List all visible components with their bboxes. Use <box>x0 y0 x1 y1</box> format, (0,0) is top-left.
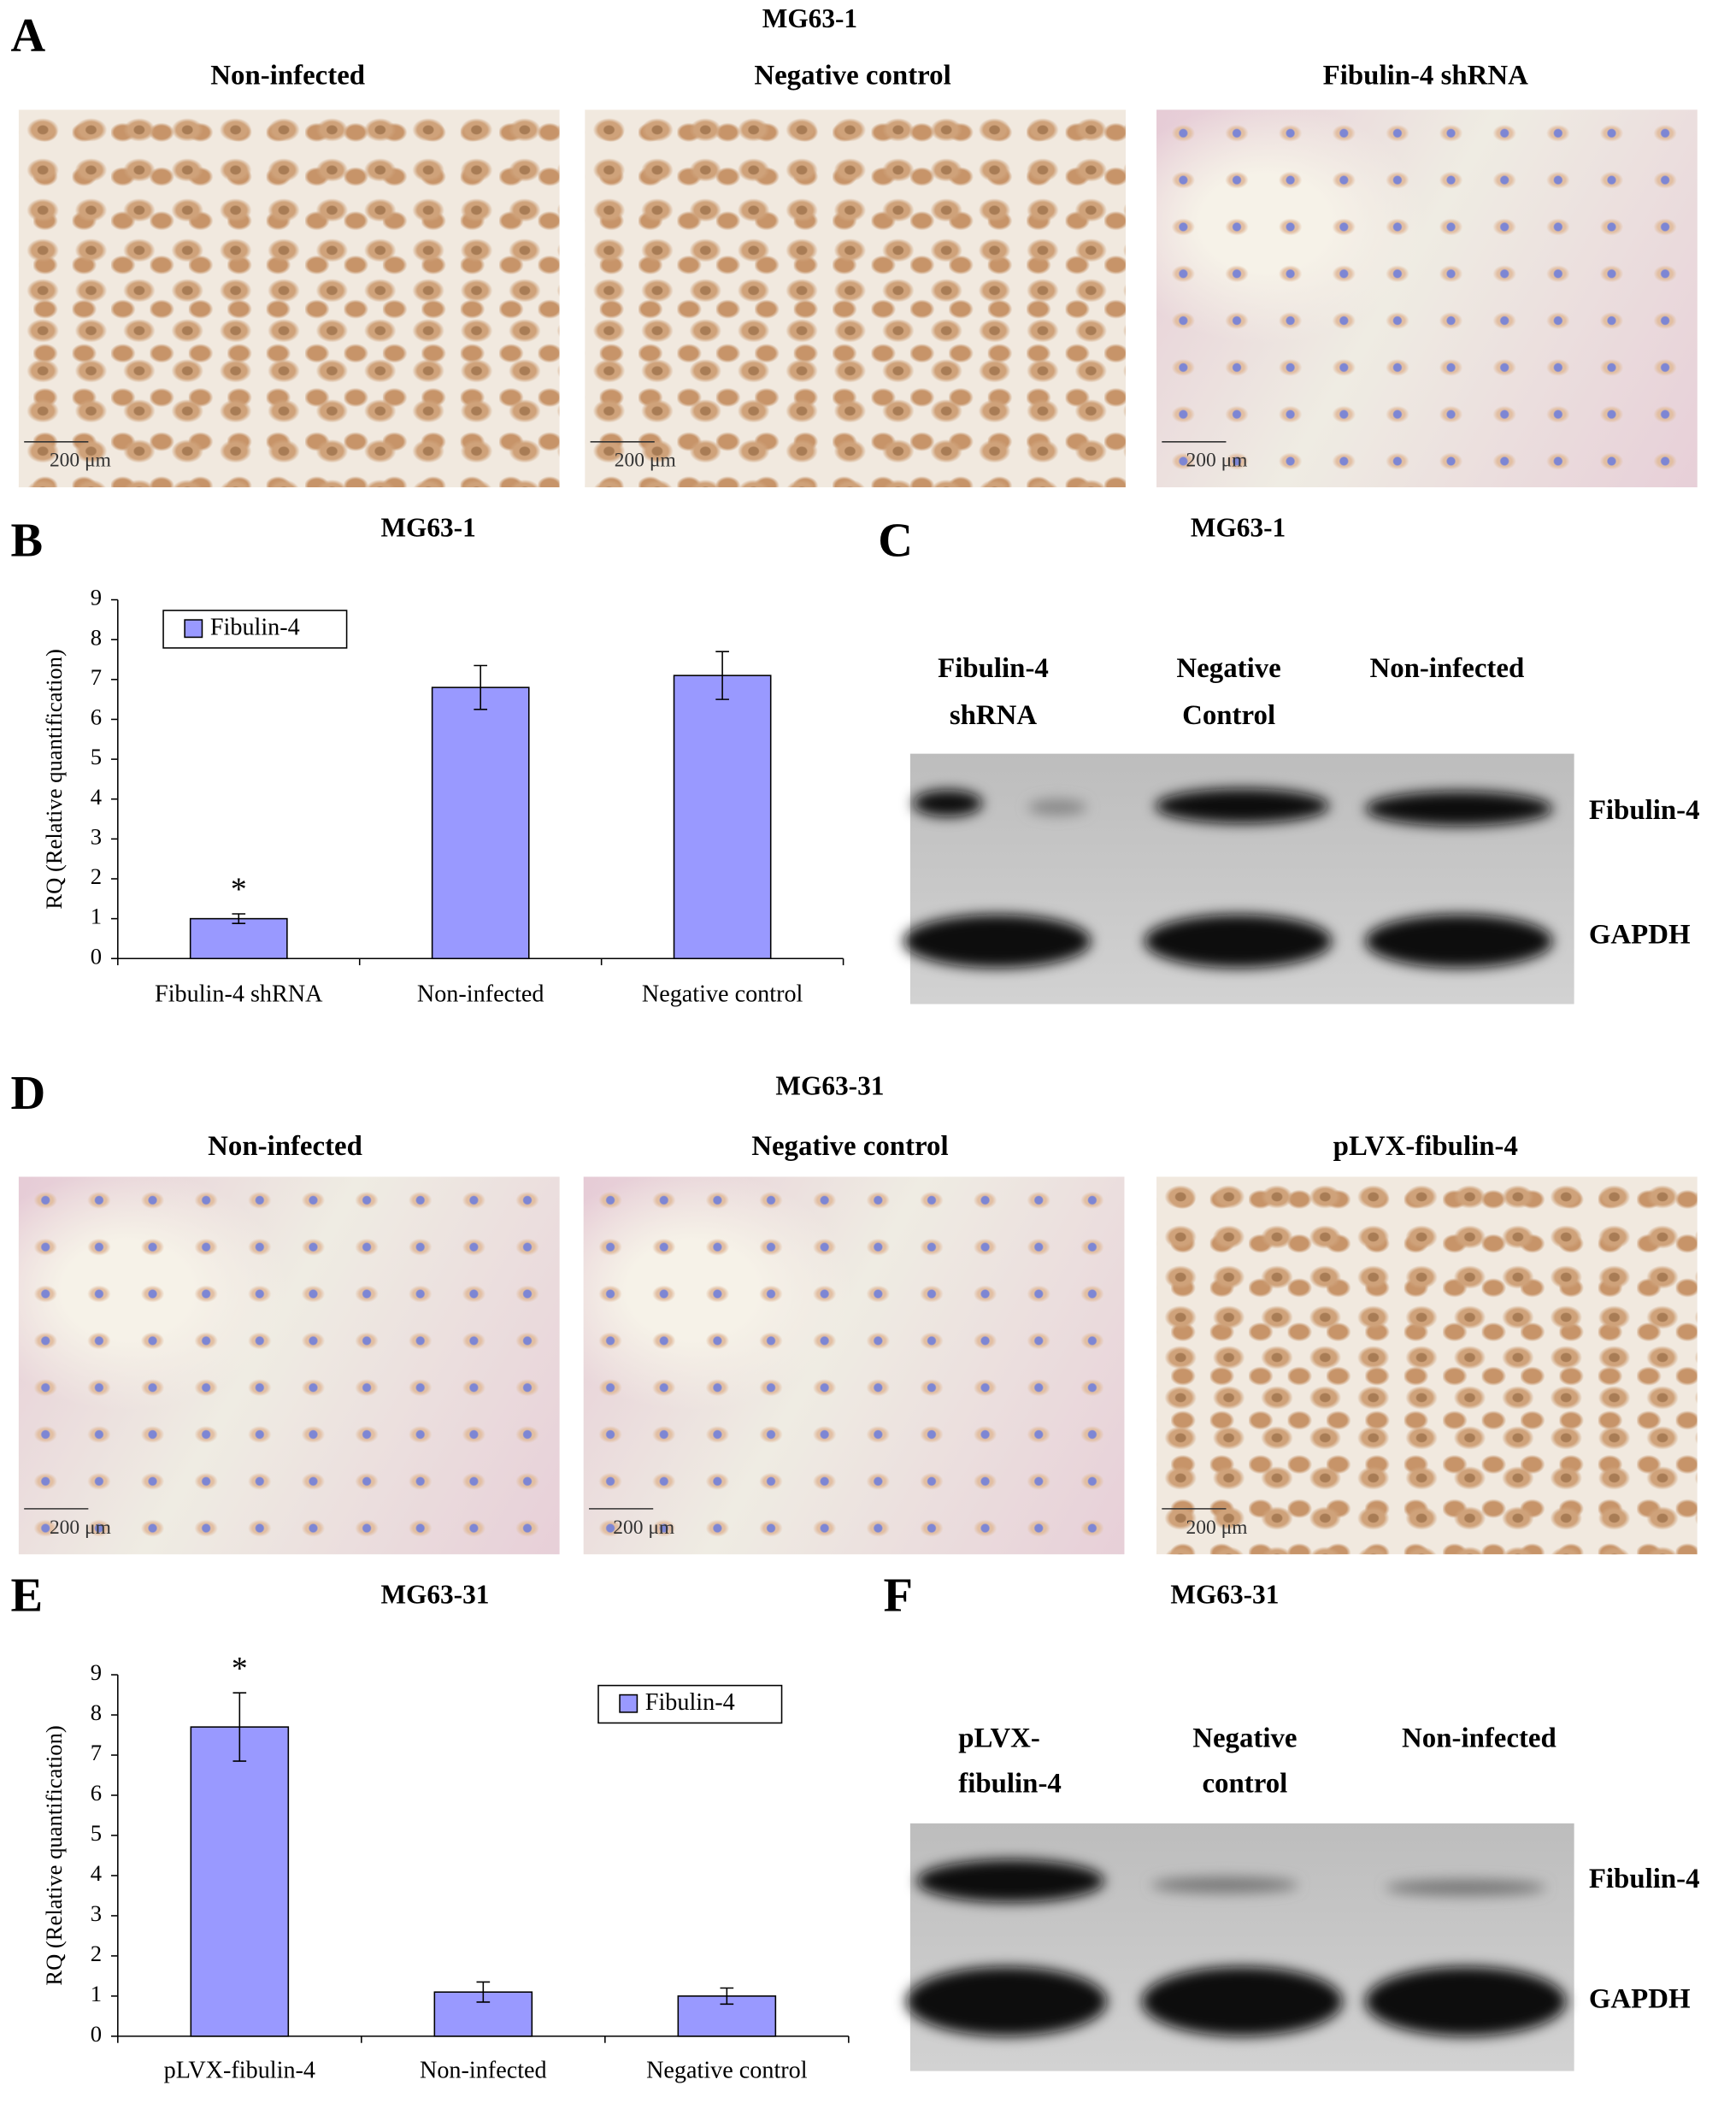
y-tick-label: 0 <box>91 2021 102 2047</box>
error-bar <box>232 913 246 925</box>
panel-letter: A <box>11 9 46 62</box>
y-tick-label: 0 <box>91 943 102 969</box>
panel-letter: B <box>11 514 44 567</box>
micrograph <box>583 1176 1125 1555</box>
lane-label: Fibulin-4 <box>938 653 1049 684</box>
lane-label: fibulin-4 <box>958 1769 1062 1800</box>
y-tick-label: 8 <box>91 624 102 650</box>
y-tick-label: 7 <box>91 664 102 690</box>
scale-label: 200 μm <box>615 450 676 472</box>
panel-letter: C <box>878 514 913 567</box>
lane-label: pLVX- <box>958 1723 1040 1753</box>
image-label: Negative control <box>754 60 950 91</box>
legend-swatch <box>619 1694 638 1713</box>
x-tick-label: Non-infected <box>417 981 544 1008</box>
significance-marker: * <box>232 1652 248 1687</box>
y-tick-label: 3 <box>91 823 102 849</box>
x-tick-label: Negative control <box>646 2058 808 2084</box>
lane-label: Negative <box>1192 1723 1297 1753</box>
scale-bar <box>24 440 1227 1510</box>
y-tick-label: 9 <box>91 585 102 610</box>
y-tick-label: 7 <box>91 1740 102 1765</box>
x-tick-label: pLVX-fibulin-4 <box>164 2058 315 2084</box>
lane-label: shRNA <box>950 700 1038 731</box>
error-bar <box>476 1981 491 2003</box>
scale-label: 200 μm <box>50 450 111 472</box>
image-label: Fibulin-4 shRNA <box>1323 60 1528 91</box>
y-tick-label: 5 <box>91 1820 102 1846</box>
image-label: Non-infected <box>208 1131 362 1162</box>
y-tick-label: 4 <box>91 784 102 810</box>
error-bar <box>232 1692 247 1762</box>
scale-label: 200 μm <box>1186 1517 1247 1539</box>
scale-label: 200 μm <box>613 1517 674 1539</box>
legend-swatch <box>184 619 203 639</box>
panel-title: MG63-1 <box>762 3 857 33</box>
x-tick-label: Negative control <box>642 981 803 1008</box>
panel-title: MG63-31 <box>775 1070 884 1100</box>
y-tick-label: 9 <box>91 1659 102 1685</box>
lane-label: Control <box>1182 700 1275 731</box>
error-bar <box>715 651 729 700</box>
panel-title: MG63-31 <box>1170 1579 1279 1609</box>
band-label: GAPDH <box>1589 920 1691 951</box>
significance-marker: * <box>231 873 247 908</box>
band-label: Fibulin-4 <box>1589 1864 1700 1894</box>
lane-label: Negative <box>1176 653 1280 684</box>
y-tick-label: 6 <box>91 1780 102 1806</box>
x-tick-label: Fibulin-4 shRNA <box>155 981 323 1008</box>
x-tick-label: Non-infected <box>420 2058 547 2084</box>
micrograph <box>1156 1176 1698 1555</box>
error-bar <box>720 1987 734 2006</box>
y-tick-label: 5 <box>91 744 102 769</box>
band-label: Fibulin-4 <box>1589 795 1700 826</box>
western-blot <box>906 1823 1574 2071</box>
panel-letter: E <box>11 1569 44 1622</box>
bar <box>431 686 530 960</box>
scale-label: 200 μm <box>50 1517 111 1539</box>
chart-title: MG63-1 <box>380 512 475 542</box>
y-tick-label: 1 <box>91 904 102 929</box>
y-tick-label: 4 <box>91 1860 102 1886</box>
image-label: Negative control <box>751 1131 948 1162</box>
y-axis-label: RQ (Relative quantification) <box>41 649 67 909</box>
y-tick-label: 6 <box>91 704 102 730</box>
lane-label: control <box>1202 1769 1287 1800</box>
panel-title: MG63-1 <box>1191 512 1286 542</box>
y-tick-label: 2 <box>91 1941 102 1966</box>
micrograph <box>18 109 560 488</box>
western-blot <box>903 753 1574 1004</box>
lane-label: Non-infected <box>1402 1723 1557 1753</box>
panel-letter: D <box>11 1067 46 1120</box>
y-axis-label: RQ (Relative quantification) <box>41 1725 67 1985</box>
micrograph <box>1156 109 1698 488</box>
y-tick-label: 3 <box>91 1900 102 1926</box>
band-label: GAPDH <box>1589 1984 1691 2015</box>
error-bar <box>474 664 488 710</box>
y-tick-label: 1 <box>91 1981 102 2006</box>
chart-title: MG63-31 <box>380 1579 489 1609</box>
y-tick-label: 2 <box>91 863 102 889</box>
image-label: pLVX-fibulin-4 <box>1333 1131 1518 1162</box>
y-tick-label: 8 <box>91 1700 102 1725</box>
bar <box>190 1726 290 2037</box>
legend-label: Fibulin-4 <box>645 1689 735 1716</box>
scale-label: 200 μm <box>1186 450 1247 472</box>
image-label: Non-infected <box>210 60 365 91</box>
bar <box>673 675 772 960</box>
legend-label: Fibulin-4 <box>210 614 300 640</box>
micrograph <box>18 1176 560 1555</box>
lane-label: Non-infected <box>1369 653 1524 684</box>
bar <box>189 917 288 960</box>
micrograph <box>585 109 1127 488</box>
panel-letter: F <box>884 1569 913 1622</box>
